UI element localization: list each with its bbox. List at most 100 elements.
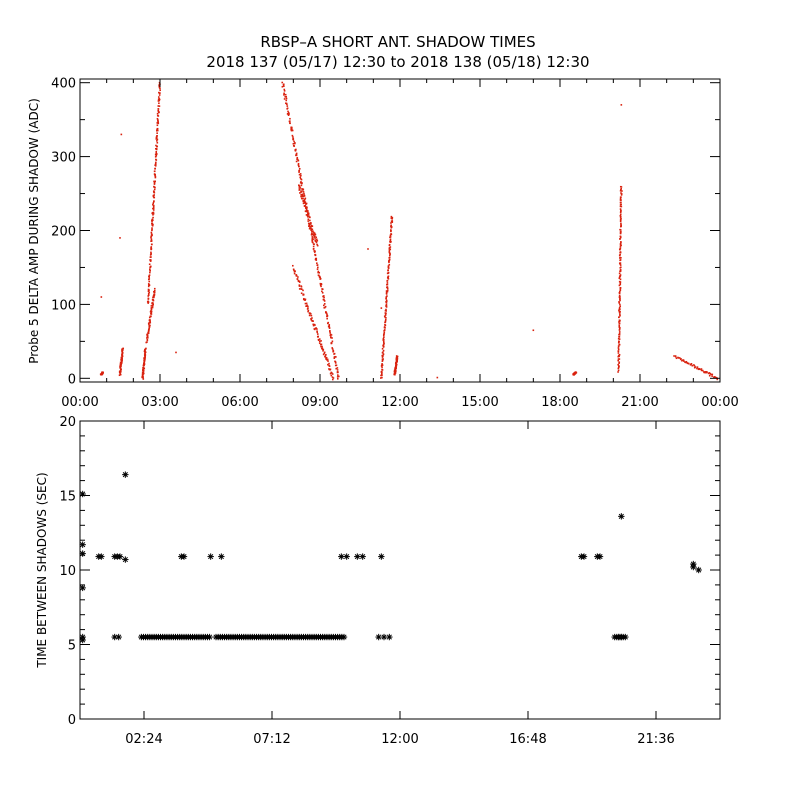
amp-data-point xyxy=(330,336,332,338)
amp-data-point xyxy=(327,321,330,324)
amp-data-point xyxy=(148,280,151,283)
amp-data-point xyxy=(301,195,304,197)
amp-data-point xyxy=(310,226,312,228)
amp-data-point xyxy=(153,173,156,175)
amp-data-point xyxy=(297,158,299,161)
bottom-x-tick-label: 12:00 xyxy=(381,732,418,747)
amp-data-point xyxy=(619,305,622,308)
amp-data-point xyxy=(619,232,622,235)
amp-data-point xyxy=(143,367,146,370)
amp-data-point xyxy=(141,371,144,374)
amp-data-point xyxy=(331,372,333,374)
amp-data-point xyxy=(309,227,312,230)
shadow-interval-point xyxy=(596,553,604,560)
amp-data-point xyxy=(287,111,290,114)
amp-data-point xyxy=(156,124,159,127)
amp-data-point xyxy=(154,175,157,178)
amp-data-point xyxy=(618,301,620,303)
amp-data-point xyxy=(310,229,312,232)
amp-data-point xyxy=(292,137,295,140)
amp-data-point xyxy=(618,319,621,322)
amp-data-point xyxy=(158,85,160,87)
amp-data-point xyxy=(674,355,677,358)
amp-data-point xyxy=(102,371,104,374)
amp-data-point xyxy=(383,315,386,318)
amp-data-point xyxy=(148,316,151,319)
amp-data-point xyxy=(385,303,388,306)
amp-data-point xyxy=(389,252,391,255)
amp-data-point xyxy=(302,197,304,200)
amp-data-point xyxy=(152,299,154,301)
amp-data-point xyxy=(390,226,393,228)
shadow-interval-point xyxy=(338,553,345,560)
amp-data-point xyxy=(619,278,622,281)
shadow-interval-point xyxy=(79,550,86,557)
amp-data-point xyxy=(175,351,177,354)
amp-data-point xyxy=(314,233,317,236)
amp-data-point xyxy=(383,331,386,334)
amp-data-point xyxy=(694,366,697,368)
amp-data-point xyxy=(328,326,331,329)
amp-data-point xyxy=(300,178,303,181)
amp-data-point xyxy=(301,288,303,291)
amp-data-point xyxy=(147,297,150,300)
amp-data-point xyxy=(388,261,390,264)
amp-data-point xyxy=(619,235,622,238)
amp-data-point xyxy=(121,355,123,357)
bottom-y-axis-label: TIME BETWEEN SHADOWS (SEC) xyxy=(35,472,49,668)
amp-data-point xyxy=(295,274,298,276)
amp-data-point xyxy=(707,372,710,375)
amp-data-point xyxy=(390,229,392,232)
amp-data-point xyxy=(150,259,152,261)
amp-data-point xyxy=(688,362,690,365)
amp-data-point xyxy=(149,321,152,324)
amp-data-point xyxy=(155,147,158,150)
amp-data-point xyxy=(389,236,392,238)
top-x-tick-label: 00:00 xyxy=(61,395,98,410)
amp-data-point xyxy=(299,187,302,189)
amp-data-point xyxy=(147,283,150,285)
amp-data-point xyxy=(150,247,152,249)
amp-data-point xyxy=(300,195,303,198)
amp-data-point xyxy=(148,289,150,292)
amp-data-point xyxy=(620,209,622,212)
amp-data-point xyxy=(618,284,621,287)
shadow-interval-point xyxy=(622,633,629,641)
amp-data-point xyxy=(619,228,621,231)
amp-data-point xyxy=(323,303,326,305)
amp-data-point xyxy=(618,332,621,335)
amp-data-point xyxy=(395,355,398,357)
amp-data-point xyxy=(143,361,146,363)
amp-data-point xyxy=(316,239,319,242)
amp-data-point xyxy=(153,188,156,191)
shadow-interval-point xyxy=(79,541,86,548)
amp-data-point xyxy=(120,133,123,136)
amp-data-point xyxy=(298,288,301,290)
shadow-interval-point xyxy=(115,633,122,641)
amp-data-point xyxy=(154,174,156,177)
amp-data-point xyxy=(390,222,392,224)
top-y-tick-label: 100 xyxy=(51,298,76,313)
amp-data-point xyxy=(386,286,389,288)
amp-data-point xyxy=(150,308,153,310)
amp-data-point xyxy=(150,315,152,317)
amp-data-point xyxy=(316,262,318,264)
amp-data-point xyxy=(619,237,621,240)
shadow-interval-point xyxy=(340,633,348,641)
amp-data-point xyxy=(306,304,308,307)
amp-data-point xyxy=(317,271,319,274)
amp-data-point xyxy=(673,355,675,357)
amp-data-point xyxy=(121,353,123,355)
amp-data-point xyxy=(384,318,387,321)
amp-data-point xyxy=(387,272,390,274)
amp-data-point xyxy=(388,249,391,252)
amp-data-point xyxy=(690,363,693,365)
amp-data-point xyxy=(294,270,296,272)
amp-data-point xyxy=(382,355,384,357)
amp-data-point xyxy=(708,374,711,377)
amp-data-point xyxy=(329,330,331,332)
amp-data-point xyxy=(619,214,622,217)
amp-data-point xyxy=(620,241,622,243)
amp-data-point xyxy=(151,228,153,231)
amp-data-point xyxy=(298,284,301,286)
